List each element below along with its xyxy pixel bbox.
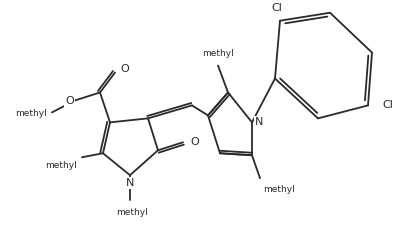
Text: O: O <box>190 137 199 147</box>
Text: methyl: methyl <box>15 109 47 118</box>
Text: methyl: methyl <box>116 208 148 217</box>
Text: O: O <box>120 64 129 74</box>
Text: Cl: Cl <box>382 100 393 110</box>
Text: N: N <box>255 117 263 127</box>
Text: Cl: Cl <box>271 3 282 13</box>
Text: methyl: methyl <box>45 161 77 170</box>
Text: N: N <box>126 178 134 188</box>
Text: O: O <box>65 96 74 106</box>
Text: methyl: methyl <box>263 185 295 194</box>
Text: methyl: methyl <box>202 48 234 58</box>
